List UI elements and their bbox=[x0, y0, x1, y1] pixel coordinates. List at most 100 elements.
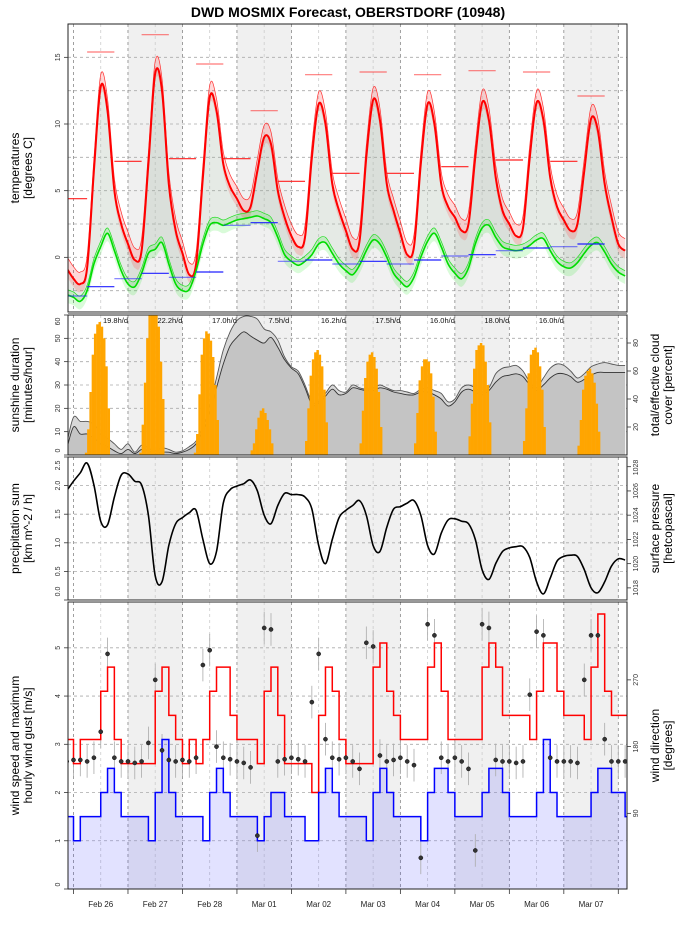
sunshine-bar bbox=[318, 354, 322, 455]
wind-direction-point bbox=[159, 748, 165, 753]
sunshine-bar bbox=[359, 443, 362, 455]
y-tick-label: 2.0 bbox=[55, 481, 62, 491]
wind-direction-point bbox=[432, 633, 437, 638]
y-tick-label: 0.5 bbox=[55, 566, 62, 576]
wind-direction-point bbox=[309, 699, 315, 705]
panel-separator bbox=[68, 455, 627, 457]
sunshine-bar bbox=[155, 315, 158, 455]
wind-speed-area bbox=[68, 739, 627, 889]
wind-direction-point bbox=[105, 651, 110, 657]
sunshine-bar bbox=[470, 403, 474, 455]
wind-direction-point bbox=[275, 759, 281, 764]
sunshine-bar bbox=[361, 410, 365, 455]
sunshine-bar bbox=[595, 403, 599, 455]
sunshine-bar bbox=[597, 431, 601, 455]
sunshine-bar bbox=[93, 333, 97, 455]
wind-direction-point bbox=[323, 736, 328, 742]
sunshine-bar bbox=[586, 371, 589, 455]
sunshine-bar bbox=[320, 366, 324, 455]
y-tick-label: 2.5 bbox=[55, 461, 62, 471]
wind-direction-point bbox=[289, 755, 294, 761]
y2-tick-label: 60 bbox=[633, 367, 640, 375]
y-tick-label: 60 bbox=[55, 318, 62, 326]
sunshine-daily-total: 7.5h/d bbox=[269, 316, 290, 325]
y2-axis-title: cover [percent] bbox=[661, 345, 675, 424]
sunshine-bar bbox=[305, 441, 308, 455]
sunshine-bar bbox=[98, 322, 101, 455]
dewpoint-line bbox=[68, 215, 626, 303]
wind-direction-point bbox=[139, 759, 144, 764]
y-tick-label: 20 bbox=[55, 404, 62, 412]
sunshine-bar bbox=[105, 366, 108, 455]
wind-direction-point bbox=[241, 760, 247, 766]
day-shade bbox=[454, 457, 510, 600]
wind-plot bbox=[68, 607, 627, 889]
wind-direction-point bbox=[472, 848, 478, 853]
wind-direction-point bbox=[295, 756, 301, 762]
wind-direction-point bbox=[261, 625, 267, 631]
wind-direction-point bbox=[112, 755, 117, 761]
sunshine-bar bbox=[425, 359, 428, 455]
y2-tick-label: 270 bbox=[633, 674, 640, 686]
y-tick-label: 2 bbox=[55, 790, 62, 794]
sunshine-bar bbox=[200, 354, 204, 455]
wind-direction-point bbox=[146, 740, 151, 746]
sunshine-bar bbox=[202, 338, 206, 455]
y-tick-label: 3 bbox=[55, 742, 62, 746]
wind-direction-point bbox=[132, 760, 138, 766]
sunshine-bar bbox=[107, 408, 111, 455]
sunshine-daily-total: 17.5h/d bbox=[375, 316, 400, 325]
sunshine-bar bbox=[534, 347, 537, 455]
sunshine-bar bbox=[479, 343, 483, 455]
y2-tick-label: 90 bbox=[633, 809, 640, 817]
wind-direction-point bbox=[71, 757, 76, 763]
y-tick-label: 5 bbox=[55, 646, 62, 650]
x-tick-label: Feb 26 bbox=[88, 900, 113, 909]
y-axis-title: [degrees C] bbox=[21, 137, 35, 199]
wind-direction-point bbox=[588, 633, 594, 638]
wind-speed-line bbox=[68, 738, 627, 842]
wind-direction-point bbox=[404, 759, 410, 764]
wind-direction-point bbox=[561, 759, 567, 764]
wind-direction-point bbox=[507, 759, 512, 764]
dewpoint-band bbox=[68, 210, 626, 310]
wind-direction-point bbox=[302, 759, 308, 764]
sunshine-bar bbox=[423, 359, 426, 455]
wind-direction-point bbox=[255, 833, 260, 838]
wind-direction-point bbox=[152, 677, 158, 683]
sunshine-bar bbox=[257, 417, 260, 455]
sunshine-bar bbox=[261, 408, 265, 455]
wind-direction-point bbox=[186, 759, 192, 764]
wind-direction-point bbox=[221, 755, 226, 761]
sunshine-bar bbox=[414, 443, 417, 455]
sunshine-bar bbox=[209, 340, 213, 455]
wind-direction-point bbox=[452, 755, 458, 761]
wind-direction-point bbox=[118, 759, 124, 764]
sunshine-bar bbox=[307, 408, 310, 455]
y2-tick-label: 1026 bbox=[633, 483, 640, 499]
wind-direction-point bbox=[581, 677, 587, 683]
wind-direction-point bbox=[398, 755, 403, 761]
sunshine-bar bbox=[482, 345, 485, 455]
sunshine-bar bbox=[146, 338, 149, 455]
sunshine-bar bbox=[141, 424, 145, 455]
wind-gust-line bbox=[68, 613, 627, 794]
y-tick-label: 40 bbox=[55, 358, 62, 366]
y-axis-title: temperatures bbox=[8, 133, 22, 204]
sunshine-bar bbox=[314, 352, 317, 455]
sunshine-bar bbox=[429, 373, 433, 455]
wind-direction-point bbox=[357, 766, 362, 772]
wind-direction-point bbox=[568, 759, 573, 764]
y2-axis-title: surface pressure bbox=[648, 483, 662, 573]
sunshine-bar bbox=[216, 420, 219, 455]
panel-3-background bbox=[68, 602, 627, 889]
wind-direction-point bbox=[616, 759, 621, 764]
y2-tick-label: 80 bbox=[633, 339, 640, 347]
y-tick-label: 1.5 bbox=[55, 509, 62, 519]
wind-direction-point bbox=[207, 647, 212, 653]
wind-direction-point bbox=[200, 662, 206, 668]
sunshine-bar bbox=[373, 357, 376, 455]
sunshine-bar bbox=[418, 380, 422, 455]
y-tick-label: 4 bbox=[55, 694, 62, 698]
wind-direction-point bbox=[364, 640, 369, 646]
